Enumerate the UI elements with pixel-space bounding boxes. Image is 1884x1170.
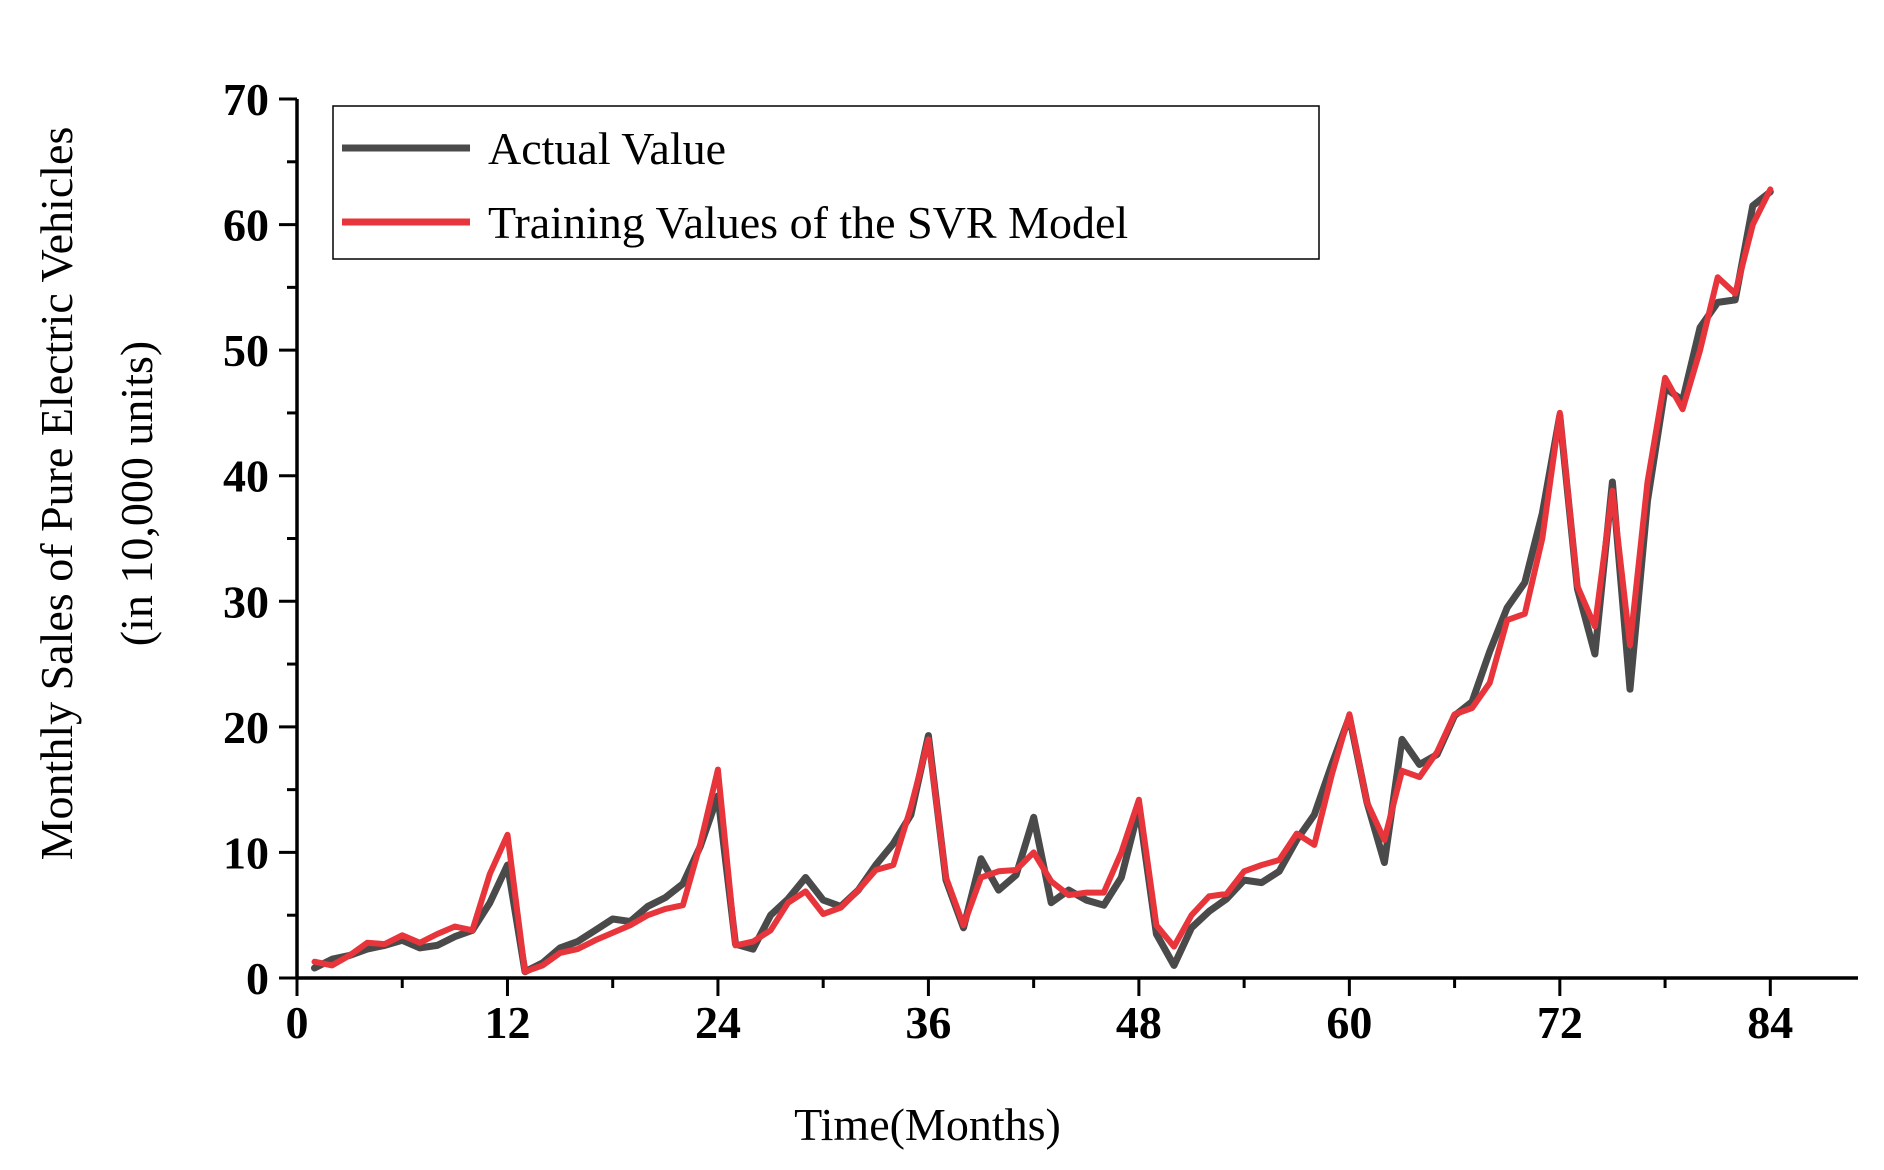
y-tick-label: 10 <box>223 827 269 878</box>
x-tick-label: 24 <box>695 997 741 1048</box>
legend-box <box>332 105 1320 260</box>
ticks-group <box>279 97 1772 996</box>
series-group <box>311 186 1774 976</box>
x-tick-label: 36 <box>905 997 951 1048</box>
series-line-actual-value <box>311 188 1774 976</box>
y-tick-label: 70 <box>223 74 269 125</box>
x-tick-label: 48 <box>1116 997 1162 1048</box>
y-tick-label: 40 <box>223 451 269 502</box>
series-line-svr-training <box>311 186 1774 975</box>
x-axis-title: Time(Months) <box>794 1099 1061 1150</box>
y-tick-label: 20 <box>223 702 269 753</box>
y-tick-label: 50 <box>223 325 269 376</box>
x-tick-label: 0 <box>286 997 309 1048</box>
y-tick-label: 0 <box>246 953 269 1004</box>
y-axis-title-line-1: Monthly Sales of Pure Electric Vehicles <box>31 127 82 861</box>
tick-labels-group: 0 12 24 36 48 60 72 84 0 10 20 30 40 50 60 70 <box>223 74 1793 1048</box>
y-axis-title: Monthly Sales of Pure Electric Vehicles … <box>31 127 162 861</box>
legend: Actual Value Training Values of the SVR … <box>332 105 1320 260</box>
y-tick-label: 60 <box>223 200 269 251</box>
legend-label-actual-value: Actual Value <box>488 123 726 174</box>
legend-label-svr-training: Training Values of the SVR Model <box>488 197 1128 248</box>
x-tick-label: 84 <box>1747 997 1793 1048</box>
x-tick-label: 60 <box>1326 997 1372 1048</box>
x-tick-label: 12 <box>484 997 530 1048</box>
y-tick-label: 30 <box>223 576 269 627</box>
x-tick-label: 72 <box>1537 997 1583 1048</box>
y-axis-title-line-2: (in 10,000 units) <box>111 341 162 646</box>
